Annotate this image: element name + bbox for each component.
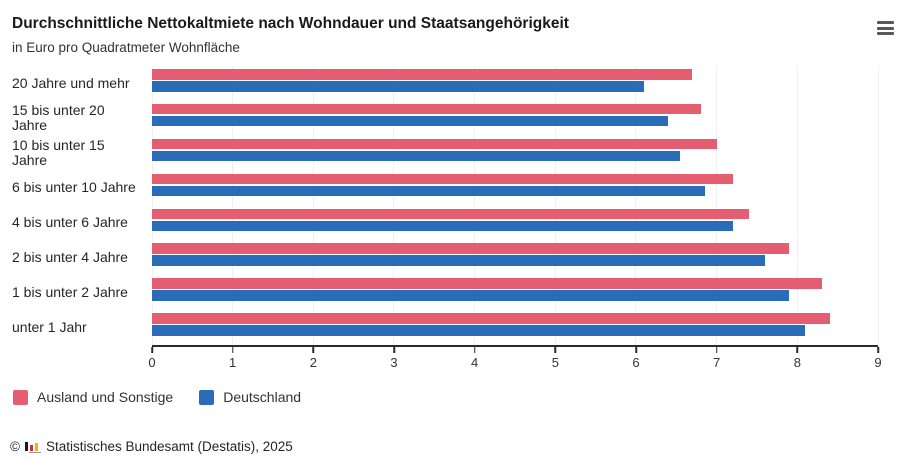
destatis-logo-icon (24, 440, 41, 453)
axis-tick-label: 0 (148, 355, 156, 370)
axis-tick (473, 347, 476, 353)
bar-group (152, 171, 878, 206)
axis-tick (231, 347, 234, 353)
source-note: © Statistisches Bundesamt (Destatis), 20… (10, 439, 293, 454)
gridline (796, 66, 798, 345)
axis-tick (796, 347, 799, 353)
gridline (393, 66, 395, 345)
category-label: 6 bis unter 10 Jahre (12, 179, 136, 196)
bar-deutschland[interactable] (152, 81, 645, 92)
category-label: 4 bis unter 6 Jahre (12, 214, 128, 231)
source-text: Statistisches Bundesamt (Destatis), 2025 (45, 439, 293, 454)
category-label: 15 bis unter 20 Jahre (12, 101, 105, 134)
legend-swatch-red (13, 389, 28, 405)
copyright-symbol: © (10, 439, 20, 454)
chart-row: 2 bis unter 4 Jahre (0, 240, 878, 275)
legend-label: Deutschland (223, 389, 302, 405)
axis-tick (635, 347, 637, 353)
bar-group (152, 136, 878, 171)
axis-tick (393, 347, 395, 353)
axis-tick (312, 347, 315, 353)
gridline (232, 66, 234, 345)
bar-ausland[interactable] (152, 138, 717, 150)
gridline (635, 66, 637, 345)
bar-ausland[interactable] (152, 243, 790, 254)
axis-tick-label: 8 (793, 355, 801, 370)
chart-row: 4 bis unter 6 Jahre (0, 206, 878, 241)
bar-group (152, 66, 878, 101)
bar-ausland[interactable] (152, 313, 830, 324)
axis-tick (715, 347, 718, 353)
legend-swatch-blue (199, 389, 215, 405)
chart-header: Durchschnittliche Nettokaltmiete nach Wo… (0, 0, 911, 64)
chart-row: 15 bis unter 20 Jahre (0, 101, 878, 136)
axis-tick-label: 9 (874, 355, 882, 370)
axis-tick-label: 3 (390, 355, 398, 370)
axis-tick-label: 2 (309, 355, 317, 370)
bar-ausland[interactable] (152, 173, 733, 185)
chart-row: 6 bis unter 10 Jahre (0, 171, 878, 206)
chart-row: unter 1 Jahr (0, 310, 878, 345)
bar-ausland[interactable] (152, 103, 701, 115)
axis-tick-label: 1 (229, 355, 237, 370)
axis-tick (554, 347, 557, 353)
menu-icon[interactable] (877, 21, 894, 35)
chart-row: 1 bis unter 2 Jahre (0, 275, 878, 310)
category-label: 10 bis unter 15 Jahre (12, 136, 105, 169)
gridline (474, 66, 476, 345)
bar-chart: 20 Jahre und mehr 15 bis unter 20 Jahre 10… (0, 66, 911, 375)
category-label: unter 1 Jahr (12, 318, 87, 335)
bar-deutschland[interactable] (152, 220, 733, 231)
bar-deutschland[interactable] (152, 290, 790, 301)
chart-row: 10 bis unter 15 Jahre (0, 136, 878, 171)
legend-item-deutschland[interactable]: Deutschland (199, 389, 301, 405)
gridline (877, 66, 879, 345)
bar-deutschland[interactable] (152, 255, 766, 266)
axis-tick (151, 347, 153, 353)
axis-tick-label: 4 (471, 355, 479, 370)
gridline (554, 66, 556, 345)
bar-deutschland[interactable] (152, 325, 806, 336)
chart-rows: 20 Jahre und mehr 15 bis unter 20 Jahre 10… (0, 66, 878, 345)
legend-label: Ausland und Sonstige (37, 389, 174, 405)
bar-group (152, 101, 878, 136)
bar-deutschland[interactable] (152, 185, 705, 197)
bar-ausland[interactable] (152, 69, 693, 80)
bar-ausland[interactable] (152, 208, 749, 219)
axis-tick-label: 5 (551, 355, 559, 370)
bar-deutschland[interactable] (152, 115, 669, 127)
axis-tick-label: 6 (632, 355, 640, 370)
gridline (716, 66, 718, 345)
axis-tick (877, 347, 879, 353)
chart-title: Durchschnittliche Nettokaltmiete nach Wo… (12, 15, 569, 32)
legend: Ausland und Sonstige Deutschland (13, 389, 911, 405)
bar-group (152, 206, 878, 241)
category-label: 1 bis unter 2 Jahre (12, 283, 128, 300)
gridline (151, 66, 153, 345)
bar-group (152, 240, 878, 275)
bar-group (152, 310, 878, 345)
chart-subtitle: in Euro pro Quadratmeter Wohnfläche (12, 40, 240, 56)
bar-group (152, 275, 878, 310)
axis-tick-label: 7 (713, 355, 721, 370)
gridline (312, 66, 314, 345)
x-axis: 0 1 2 3 4 5 6 7 8 9 (148, 347, 882, 375)
chart-row: 20 Jahre und mehr (0, 66, 878, 101)
legend-item-ausland-und-sonstige[interactable]: Ausland und Sonstige (13, 389, 173, 405)
bar-ausland[interactable] (152, 278, 822, 289)
category-label: 20 Jahre und mehr (12, 74, 130, 91)
category-label: 2 bis unter 4 Jahre (12, 249, 128, 266)
bar-deutschland[interactable] (152, 150, 681, 162)
plot-area (151, 66, 879, 347)
